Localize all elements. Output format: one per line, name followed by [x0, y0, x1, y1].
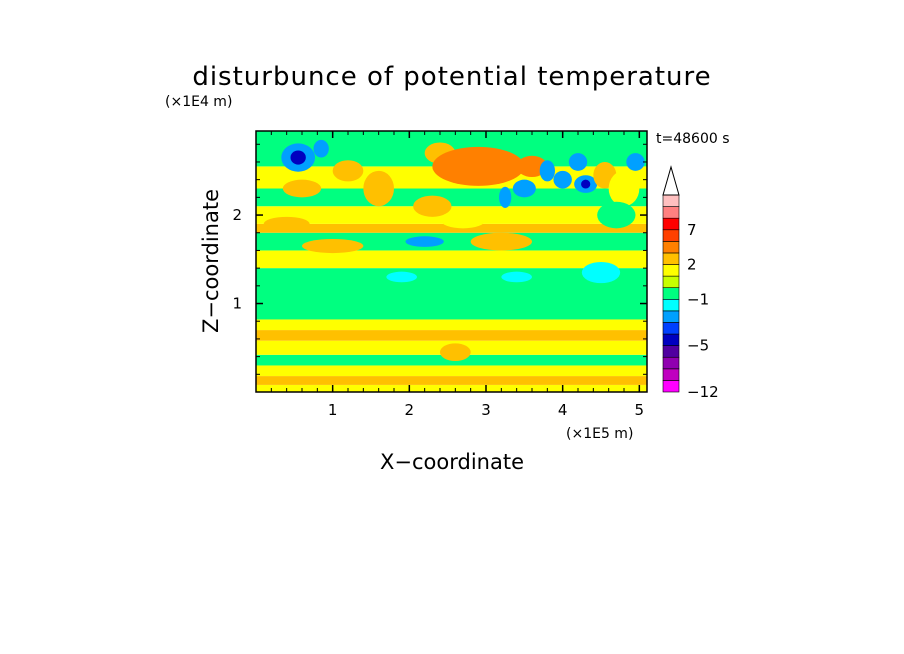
x-tick-label: 1	[328, 401, 338, 419]
field-feature	[459, 153, 513, 171]
field-feature	[581, 261, 621, 284]
field-feature	[470, 232, 532, 251]
field-feature	[363, 170, 394, 207]
field-band	[256, 365, 647, 377]
colorbar-segment	[662, 380, 680, 393]
colorbar-label: −5	[687, 337, 709, 355]
field-feature	[501, 271, 532, 283]
field-feature	[516, 155, 548, 178]
x-axis-unit: (×1E5 m)	[566, 426, 633, 442]
colorbar-segment	[662, 194, 680, 207]
contour-field	[256, 131, 647, 392]
colorbar-segment	[662, 252, 680, 265]
x-tick-label: 4	[558, 401, 568, 419]
field-feature	[332, 160, 364, 182]
x-tick-label: 5	[635, 401, 645, 419]
y-axis-unit: (×1E4 m)	[165, 94, 232, 110]
field-feature	[440, 210, 486, 229]
colorbar-segment	[662, 345, 680, 358]
colorbar-segment	[662, 322, 680, 335]
colorbar-segment	[662, 298, 680, 312]
colorbar-segment	[662, 241, 680, 254]
colorbar-segment	[662, 206, 680, 219]
y-axis-label: Z−coordinate	[199, 189, 223, 333]
field-feature	[386, 271, 417, 283]
colorbar: −12−5−127	[662, 165, 719, 401]
field-feature	[282, 179, 322, 198]
field-feature	[581, 179, 591, 189]
field-band	[256, 268, 647, 320]
field-band	[256, 330, 647, 341]
colorbar-segment	[662, 229, 680, 242]
field-feature	[512, 179, 536, 198]
colorbar-segment	[662, 333, 680, 346]
field-feature	[597, 201, 636, 229]
colorbar-segment	[662, 368, 680, 381]
field-feature	[413, 195, 452, 217]
field-feature	[553, 170, 572, 189]
colorbar-segment	[662, 287, 680, 300]
colorbar-segment	[662, 264, 680, 277]
y-tick-label: 2	[232, 206, 242, 224]
field-feature	[405, 236, 444, 247]
field-feature	[499, 186, 512, 208]
field-band	[256, 319, 647, 331]
field-feature	[626, 153, 645, 171]
field-feature	[539, 160, 555, 182]
field-feature	[290, 150, 306, 165]
axis-ticks: 1 2 3 4 5 1 2	[232, 131, 647, 419]
plot-frame	[255, 130, 648, 393]
field-band	[256, 223, 647, 233]
colorbar-extend-arrow	[662, 165, 680, 196]
chart-title: disturbunce of potential temperature	[192, 62, 711, 92]
x-tick-label: 3	[481, 401, 491, 419]
field-feature	[608, 170, 640, 207]
colorbar-segment	[662, 356, 680, 370]
field-feature	[263, 216, 310, 231]
colorbar-label: 7	[687, 221, 697, 239]
field-feature	[313, 139, 329, 158]
field-feature	[440, 343, 471, 362]
colorbar-label: −12	[687, 383, 719, 401]
colorbar-segment	[662, 217, 680, 231]
colorbar-label: −1	[687, 290, 709, 308]
field-band	[256, 384, 647, 392]
colorbar-segment	[662, 310, 680, 323]
field-feature	[568, 153, 588, 171]
x-tick-label: 2	[405, 401, 415, 419]
y-tick-label: 1	[232, 295, 242, 313]
field-band	[256, 250, 647, 269]
field-band	[256, 376, 647, 385]
time-label: t=48600 s	[656, 131, 730, 147]
colorbar-segment	[662, 275, 680, 289]
colorbar-label: 2	[687, 256, 697, 274]
field-feature	[302, 238, 364, 254]
field-band	[256, 188, 647, 207]
x-axis-label: X−coordinate	[380, 450, 524, 474]
